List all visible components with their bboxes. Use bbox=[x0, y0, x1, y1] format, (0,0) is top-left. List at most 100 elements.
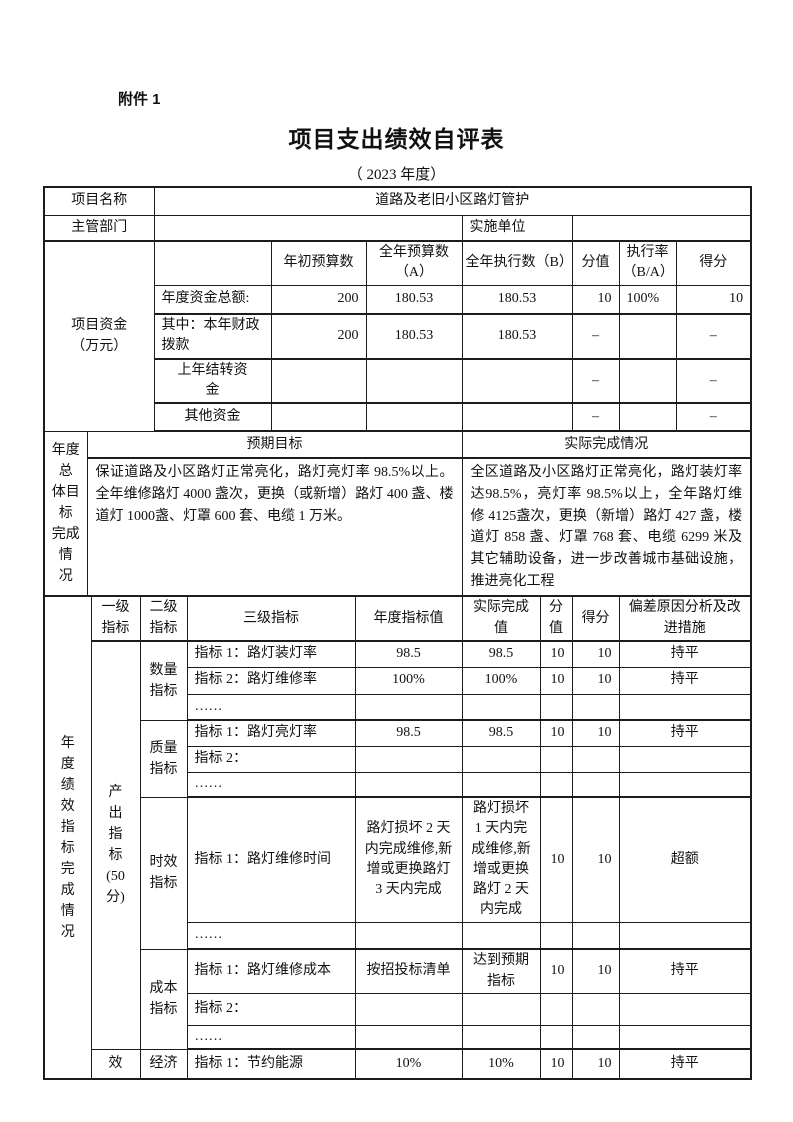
indicator-row: 产 出 指 标 (50 分) 数量 指标 指标 1：路灯装灯率 98.5 98.… bbox=[44, 640, 752, 1050]
indicator-score: 10 bbox=[571, 796, 620, 923]
header-level2: 二级 指标 bbox=[139, 595, 188, 642]
indicator-row: 成本 指标 指标 1：路灯维修成本 按招投标清单 达到预期 指标 10 10 持… bbox=[44, 948, 752, 1050]
indicator-deviation: 持平 bbox=[618, 948, 752, 994]
indicator-actual: 路灯损坏 1 天内完 成维修,新 增或更换 路灯 2 天 内完成 bbox=[461, 796, 541, 923]
goal-actual-header: 实际完成情况 bbox=[461, 430, 752, 460]
goal-section-label: 年度总 体目标 完成情 况 bbox=[43, 430, 88, 598]
indicator-deviation bbox=[618, 921, 752, 951]
header-actual: 实际完成 值 bbox=[461, 595, 541, 642]
economic-group-label: 经济 bbox=[139, 1048, 188, 1080]
header-weight: 分 值 bbox=[539, 595, 573, 642]
indicator-weight: 10 bbox=[539, 796, 573, 923]
indicator-weight: 10 bbox=[539, 719, 573, 747]
indicator-score: 10 bbox=[571, 1048, 620, 1080]
goal-body-row: 保证道路及小区路灯正常亮化，路灯亮灯率 98.5%以上。全年维修路灯 4000 … bbox=[44, 457, 752, 598]
indicator-score: 10 bbox=[571, 666, 620, 695]
quantity-group-label: 数量 指标 bbox=[139, 640, 188, 721]
indicator-name: 指标 1：路灯维修成本 bbox=[186, 948, 356, 994]
funds-score-value: – bbox=[675, 402, 752, 433]
funds-weight-value: – bbox=[571, 313, 620, 360]
indicator-name: 指标 1：路灯装灯率 bbox=[186, 640, 356, 668]
indicator-weight bbox=[539, 745, 573, 773]
indicator-score bbox=[571, 771, 620, 798]
indicator-actual bbox=[461, 1024, 541, 1051]
indicator-score bbox=[571, 921, 620, 951]
indicator-row: 指标 2：路灯维修率 100% 100% 10 10 持平 bbox=[44, 666, 752, 695]
indicator-actual bbox=[461, 693, 541, 721]
output-group-label: 产 出 指 标 (50 分) bbox=[90, 640, 141, 1050]
dept-label: 主管部门 bbox=[43, 214, 155, 242]
funds-executed-value bbox=[461, 402, 573, 433]
page-title: 项目支出绩效自评表 bbox=[288, 126, 505, 152]
indicator-deviation bbox=[618, 771, 752, 798]
funds-section-label: 项目资金 （万元） bbox=[43, 240, 155, 432]
funds-initial-value bbox=[270, 358, 367, 405]
indicator-row: 指标 2： bbox=[44, 745, 752, 773]
funds-row-other: 其他资金 – – bbox=[44, 402, 752, 433]
indicator-target bbox=[354, 992, 463, 1026]
funds-weight-value: – bbox=[571, 402, 620, 433]
indicator-deviation bbox=[618, 745, 752, 773]
self-eval-table: 项目名称 道路及老旧小区路灯管护 主管部门 实施单位 项目资金 （万元） 年初预… bbox=[43, 186, 753, 1081]
time-group-label: 时效 指标 bbox=[139, 796, 188, 950]
project-name-value: 道路及老旧小区路灯管护 bbox=[153, 186, 752, 216]
funds-col-score: 得分 bbox=[675, 240, 752, 286]
funds-row-carryover: 上年结转资 金 – – bbox=[44, 358, 752, 405]
funds-col-executed: 全年执行数（B） bbox=[461, 240, 573, 286]
funds-col-initial: 年初预算数 bbox=[270, 240, 367, 286]
funds-col-rate: 执行率 （B/A） bbox=[618, 240, 677, 286]
quality-group-label: 质量 指标 bbox=[139, 719, 188, 798]
header-level1: 一级 指标 bbox=[90, 595, 141, 642]
impl-unit-value bbox=[571, 214, 752, 242]
funds-annual-value: 180.53 bbox=[365, 284, 463, 316]
header-deviation: 偏差原因分析及改 进措施 bbox=[618, 595, 752, 642]
indicator-target bbox=[354, 693, 463, 721]
indicator-weight: 10 bbox=[539, 666, 573, 695]
funds-initial-value: 200 bbox=[270, 284, 367, 316]
indicator-target bbox=[354, 1024, 463, 1051]
funds-col-weight: 分值 bbox=[571, 240, 620, 286]
indicator-actual: 100% bbox=[461, 666, 541, 695]
funds-row-total: 年度资金总额: 200 180.53 180.53 10 100% 10 bbox=[44, 284, 752, 316]
funds-initial-value: 200 bbox=[270, 313, 367, 360]
indicator-actual: 98.5 bbox=[461, 719, 541, 747]
funds-initial-value bbox=[270, 402, 367, 433]
goal-header-row: 年度总 体目标 完成情 况 预期目标 实际完成情况 bbox=[43, 430, 752, 598]
indicator-target: 路灯损坏 2 天 内完成维修,新 增或更换路灯 3 天内完成 bbox=[354, 796, 463, 923]
funds-rate-value bbox=[618, 402, 677, 433]
cost-group-label: 成本 指标 bbox=[139, 948, 188, 1050]
impl-unit-label: 实施单位 bbox=[461, 214, 573, 242]
project-name-label: 项目名称 bbox=[43, 186, 155, 216]
indicator-weight bbox=[539, 992, 573, 1026]
indicator-name: 指标 1：路灯亮灯率 bbox=[186, 719, 356, 747]
indicator-actual bbox=[461, 921, 541, 951]
benefit-group-label: 效 bbox=[90, 1048, 141, 1080]
funds-rate-value bbox=[618, 313, 677, 360]
goal-actual-text: 全区道路及小区路灯正常亮化，路灯装灯率达98.5%，亮灯率 98.5%以上，全年… bbox=[461, 457, 752, 598]
table-row: 主管部门 实施单位 bbox=[43, 214, 752, 242]
indicator-row: 效 经济 指标 1：节约能源 10% 10% 10 10 持平 bbox=[44, 1048, 752, 1080]
attachment-label: 附件 1 bbox=[118, 91, 161, 108]
funds-weight-value: 10 bbox=[571, 284, 620, 316]
indicator-deviation: 持平 bbox=[618, 1048, 752, 1080]
funds-row-label: 其他资金 bbox=[153, 402, 272, 433]
indicator-weight bbox=[539, 921, 573, 951]
indicator-score bbox=[571, 992, 620, 1026]
page-year-subtitle: （ 2023 年度） bbox=[347, 167, 446, 183]
indicator-weight: 10 bbox=[539, 1048, 573, 1080]
funds-weight-value: – bbox=[571, 358, 620, 405]
funds-row-label: 年度资金总额: bbox=[153, 284, 272, 316]
indicator-target bbox=[354, 771, 463, 798]
indicator-target: 98.5 bbox=[354, 640, 463, 668]
funds-rate-value: 100% bbox=[618, 284, 677, 316]
indicator-weight bbox=[539, 771, 573, 798]
indicators-header-row: 年 度 绩 效 指 标 完 成 情 况 一级 指标 二级 指标 三级指标 年度指… bbox=[43, 595, 752, 1081]
indicator-deviation: 持平 bbox=[618, 719, 752, 747]
funds-row-label: 其中：本年财政 拨款 bbox=[153, 313, 272, 360]
indicator-actual bbox=[461, 992, 541, 1026]
indicator-target bbox=[354, 921, 463, 951]
indicator-weight bbox=[539, 693, 573, 721]
indicator-row: 质量 指标 指标 1：路灯亮灯率 98.5 98.5 10 10 持平 bbox=[44, 719, 752, 798]
indicator-actual bbox=[461, 745, 541, 773]
indicator-name: 指标 1：路灯维修时间 bbox=[186, 796, 356, 923]
